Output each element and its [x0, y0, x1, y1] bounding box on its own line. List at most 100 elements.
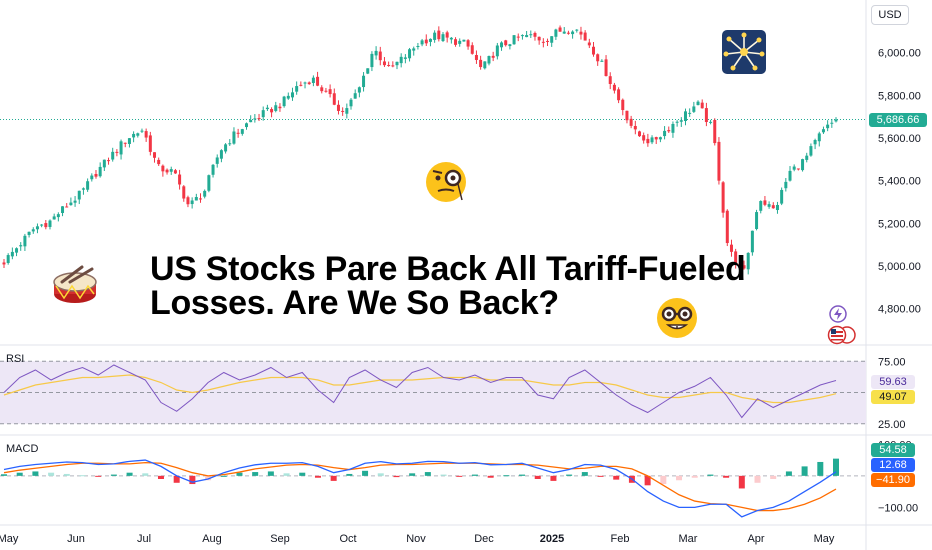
- candle-body: [211, 164, 215, 175]
- candle-body: [244, 123, 248, 128]
- candle-body: [541, 41, 545, 43]
- candle-body: [374, 50, 378, 56]
- candle-body: [692, 106, 696, 112]
- macd-histogram-bar: [377, 473, 384, 476]
- candle-body: [566, 32, 570, 34]
- candle-body: [596, 54, 600, 62]
- candle-body: [286, 95, 290, 99]
- candle-body: [161, 165, 165, 172]
- macd-histogram-bar: [471, 474, 478, 476]
- candle-body: [295, 86, 299, 92]
- candle-body: [387, 64, 391, 66]
- macd-histogram-bar: [299, 472, 306, 476]
- candle-body: [81, 188, 85, 190]
- candle-body: [738, 263, 742, 266]
- macd-histogram-bar: [330, 475, 337, 481]
- rsi-ma-value: 49.07: [879, 391, 907, 403]
- candle-body: [40, 224, 44, 226]
- us-flag-coins-icon[interactable]: [827, 325, 857, 345]
- candle-body: [775, 204, 779, 211]
- candle-body: [826, 124, 830, 129]
- candle-body: [282, 96, 286, 107]
- rsi-pane: [0, 360, 866, 425]
- time-tick-label: Feb: [611, 533, 630, 545]
- candle-body: [625, 110, 629, 121]
- candle-body: [483, 61, 487, 69]
- candle-body: [303, 82, 307, 84]
- candle-body: [278, 106, 282, 109]
- macd-histogram-bar: [95, 475, 102, 477]
- candle-body: [2, 262, 6, 265]
- candle-body: [479, 59, 483, 68]
- candle-body: [554, 29, 558, 37]
- candle-body: [44, 223, 48, 228]
- macd-histogram-bar: [220, 475, 227, 477]
- candle-body: [734, 251, 738, 265]
- candle-body: [474, 55, 478, 60]
- candle-body: [56, 214, 60, 218]
- candle-body: [61, 206, 65, 214]
- macd-histogram-bar: [409, 473, 416, 476]
- macd-histogram-bar: [503, 475, 510, 477]
- time-tick-label: Aug: [202, 533, 222, 545]
- macd-histogram-bar: [252, 472, 259, 476]
- headline-line1: US Stocks Pare Back All Tariff-Fueled: [150, 250, 746, 288]
- candle-body: [495, 45, 499, 57]
- candle-body: [721, 182, 725, 213]
- lightning-icon[interactable]: [829, 305, 847, 323]
- candle-body: [809, 146, 813, 156]
- time-tick-label: Sep: [270, 533, 290, 545]
- time-tick-label: Oct: [339, 533, 356, 545]
- macd-histogram-bar: [346, 473, 353, 476]
- candle-body: [35, 226, 39, 230]
- candle-body: [65, 206, 69, 208]
- macd-histogram-bar: [1, 474, 7, 476]
- candle-body: [395, 61, 399, 66]
- candle-body: [228, 143, 232, 145]
- candle-body: [533, 32, 537, 37]
- candle-body: [408, 49, 412, 59]
- candle-body: [316, 76, 320, 86]
- macd-histogram-bar: [63, 473, 70, 476]
- macd-histogram-bar: [110, 474, 117, 476]
- currency-button[interactable]: USD: [871, 5, 909, 25]
- candle-body: [412, 48, 416, 51]
- macd-histogram-bar: [723, 475, 730, 478]
- candle-body: [546, 40, 550, 42]
- candle-body: [449, 37, 453, 40]
- candle-body: [558, 27, 562, 32]
- candle-body: [704, 108, 708, 123]
- candle-body: [378, 51, 382, 61]
- candle-body: [763, 200, 767, 205]
- candle-body: [458, 40, 462, 44]
- candle-body: [90, 175, 94, 180]
- candle-body: [274, 105, 278, 111]
- candle-body: [529, 34, 533, 36]
- time-tick-label: Dec: [474, 533, 494, 545]
- candle-body: [562, 31, 566, 34]
- price-tick-label: 4,800.00: [878, 304, 921, 316]
- candle-body: [646, 138, 650, 144]
- candle-body: [31, 229, 35, 232]
- candle-body: [650, 137, 654, 143]
- macd-histogram-bar: [79, 475, 86, 477]
- candle-body: [111, 151, 115, 160]
- signal-line-value: −41.90: [876, 474, 910, 486]
- last-price-value: 5,686.66: [876, 114, 920, 126]
- macd-histogram-bar: [785, 471, 792, 476]
- candle-body: [107, 160, 111, 162]
- macd-histogram-bar: [550, 475, 557, 481]
- price-tick-label: 5,800.00: [878, 90, 921, 102]
- candle-body: [491, 55, 495, 58]
- candle-body: [328, 89, 332, 95]
- candle-body: [165, 169, 169, 173]
- price-tick-label: 5,200.00: [878, 218, 921, 230]
- candle-body: [600, 60, 604, 62]
- price-tick-label: 6,000.00: [878, 48, 921, 60]
- candle-body: [516, 36, 520, 38]
- candle-body: [629, 118, 633, 126]
- candle-body: [48, 220, 52, 227]
- candle-body: [696, 101, 700, 106]
- candle-body: [341, 110, 345, 112]
